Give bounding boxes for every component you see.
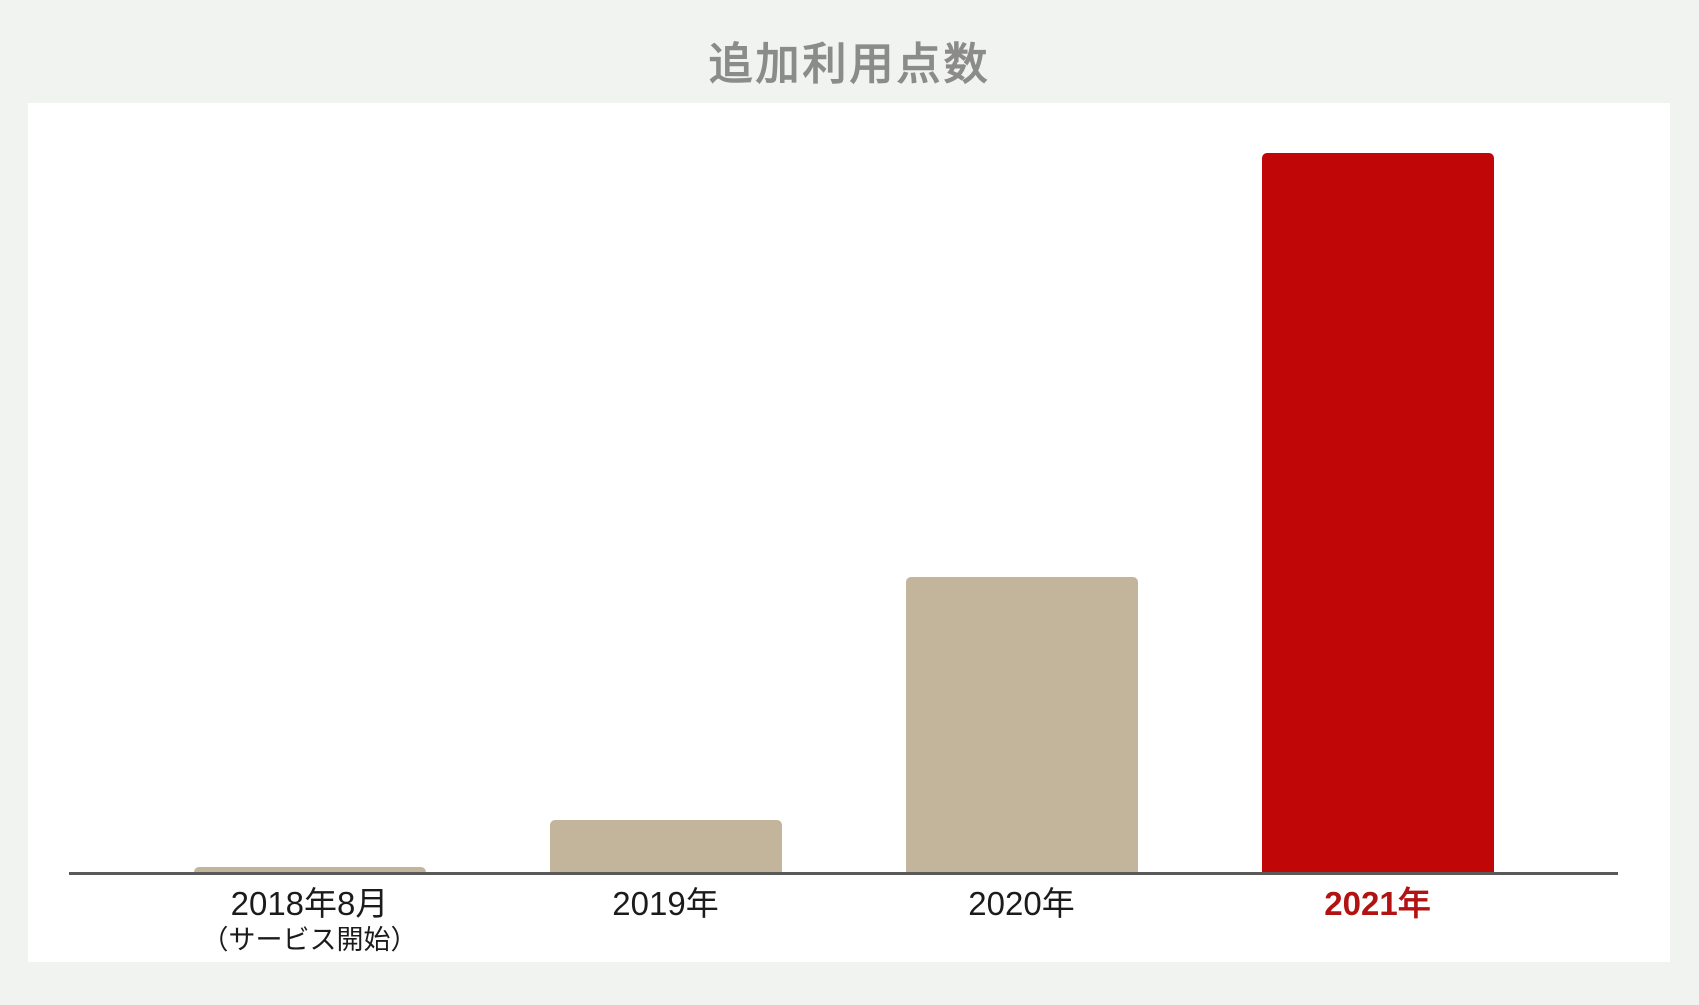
- chart-title: 追加利用点数: [708, 40, 991, 89]
- x-axis-label-line1: 2020年: [968, 885, 1075, 922]
- x-axis-label-2018年8月（サービス開始）: 2018年8月 （サービス開始）: [194, 884, 426, 957]
- plot-area-with-x-axis: [69, 153, 1618, 875]
- x-axis-labels: 2018年8月 （サービス開始） 2019年 2020年 2021年: [69, 884, 1618, 957]
- x-axis-label-2020年: 2020年: [906, 884, 1138, 957]
- bar-2018年8月（サービス開始）: [193, 867, 426, 872]
- bar-2021年: [1261, 153, 1494, 872]
- x-axis-label-2021年: 2021年: [1262, 884, 1494, 957]
- x-axis-label-line1: 2018年8月: [230, 885, 389, 922]
- x-axis-label-2019年: 2019年: [550, 884, 782, 957]
- chart-panel: 2018年8月 （サービス開始） 2019年 2020年 2021年: [28, 103, 1670, 962]
- bar-2019年: [549, 820, 782, 872]
- x-axis-label-line2: （サービス開始）: [201, 925, 418, 956]
- bar-2020年: [905, 577, 1138, 872]
- x-axis-label-line1: 2021年: [1324, 885, 1431, 922]
- x-axis-label-line1: 2019年: [612, 885, 719, 922]
